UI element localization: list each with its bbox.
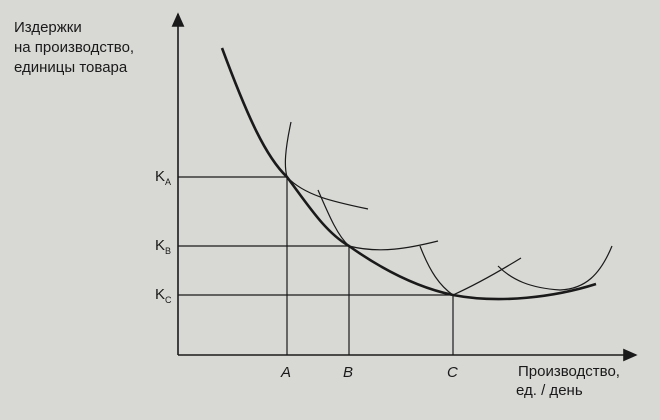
short-run-curve-a xyxy=(284,121,369,210)
y-tick-ka-sub: A xyxy=(165,177,172,187)
y-tick-kc: KC xyxy=(155,285,172,310)
x-tick-a: A xyxy=(281,364,292,381)
y-tick-kb-sub: B xyxy=(165,246,172,256)
y-axis-label-line1: Издержки xyxy=(14,19,82,36)
x-axis-label-line2: ед. / день xyxy=(516,382,583,399)
x-tick-c: C xyxy=(447,364,458,381)
long-run-cost-curve xyxy=(220,47,597,301)
y-tick-ka-main: K xyxy=(155,168,166,185)
y-axis-label-line2: на производство, xyxy=(14,39,135,56)
y-tick-kb: KB xyxy=(155,236,171,261)
y-tick-kb-main: K xyxy=(155,237,166,254)
y-axis-label-line3: единицы товара xyxy=(14,59,128,76)
x-tick-b: B xyxy=(343,364,354,381)
short-run-curve-c xyxy=(419,245,522,296)
short-run-curve-b xyxy=(317,189,439,251)
short-run-curve-d xyxy=(497,245,613,291)
x-axis-label-line1: Производство, xyxy=(518,363,620,380)
y-tick-kc-sub: C xyxy=(165,295,172,305)
y-tick-kc-main: K xyxy=(155,286,166,303)
y-tick-ka: KA xyxy=(155,167,171,192)
